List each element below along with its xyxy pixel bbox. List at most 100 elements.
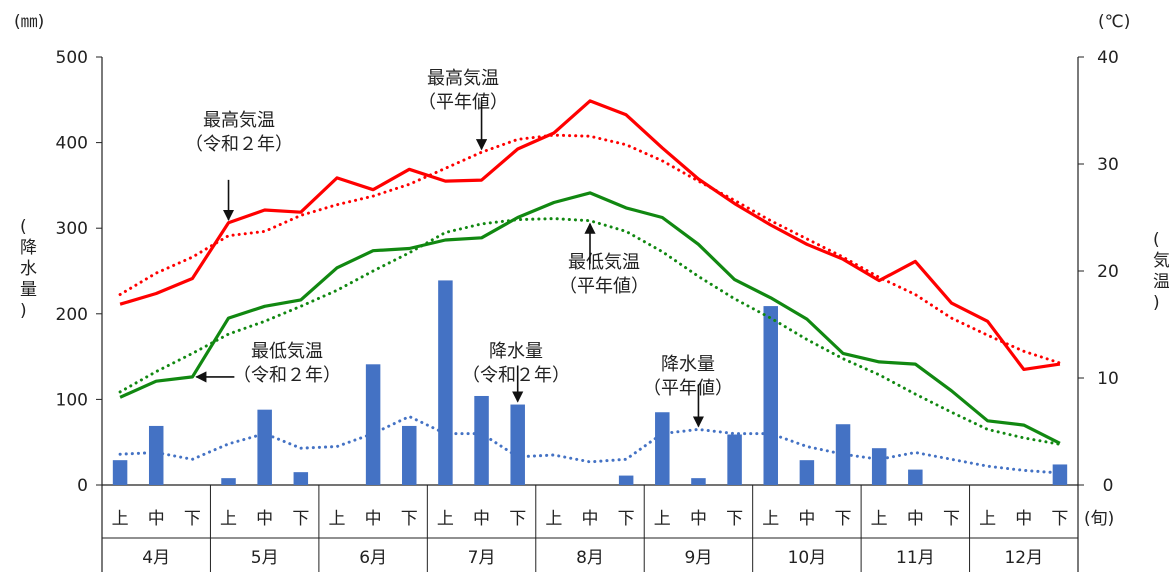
month-label: 11月 [896,548,935,568]
annotation-text: （令和２年） [462,365,570,386]
precip-bar [474,395,489,485]
dekad-label: 中 [256,509,273,529]
precip-bar [655,412,670,485]
axis-title-char: 気 [1153,251,1169,271]
left-tick-label: 400 [56,134,88,154]
dekad-label: 上 [545,509,562,529]
left-tick-label: 100 [56,390,88,410]
precip-bar [908,469,923,485]
axis-title-char: ) [1153,293,1160,313]
dekad-label: 上 [437,509,454,529]
annotation-text: （令和２年） [233,365,341,386]
left-axis-title: (降水量) [20,217,37,321]
dekad-label: 上 [654,509,671,529]
right-tick-label: 0 [1103,476,1114,496]
axis-title-char: 温 [1153,272,1169,292]
left-axis-ticks: 0 100 200 300 400 500 [56,48,102,496]
dekad-label: 下 [292,509,309,529]
month-label: 9月 [685,548,713,568]
left-tick-label: 200 [56,305,88,325]
right-tick-label: 30 [1097,155,1119,175]
dekad-label: 下 [184,509,201,529]
precip-bar [112,460,128,485]
precip-bar [727,434,742,485]
dekad-label: 中 [907,509,924,529]
category-axis: 上中下上中下上中下上中下上中下上中下上中下上中下上中下4月 5月 6月 7月 8月 9月 1… [112,485,1068,572]
right-tick-label: 20 [1097,262,1119,282]
precip-bar [1052,464,1068,485]
dekad-label: 上 [762,509,779,529]
precip-bar [221,478,236,485]
month-label: 7月 [468,548,496,568]
precip-bar [365,364,381,485]
dekad-label: 中 [690,509,707,529]
actual-series-line [119,99,1061,371]
dekad-label: 中 [365,509,382,529]
annotation: 最低気温 （令和２年） [195,341,341,386]
annotation: 降水量 （令和２年） [462,341,570,403]
dekad-label: 中 [798,509,815,529]
dekad-label: 下 [943,509,960,529]
axis-title-char: 量 [20,280,37,300]
right-tick-label: 40 [1097,48,1119,68]
dekad-label: 中 [582,509,599,529]
precip-bar [293,472,309,485]
right-axis-title: (気温) [1153,230,1169,313]
annotation-text: 最低気温 [251,341,323,362]
normal-series-line [118,415,1062,475]
left-axis-unit: (㎜) [14,12,44,32]
axis-title-char: ( [20,217,27,237]
precip-bar [691,478,706,485]
annotation-text: （平年値） [643,378,733,399]
annotation: 最高気温 （令和２年） [185,110,293,221]
left-tick-label: 500 [56,48,88,68]
dekad-label: 中 [1015,509,1032,529]
actual-series-line [119,191,1061,445]
axis-title-char: 水 [20,259,37,279]
dekad-label: 下 [509,509,526,529]
precip-bar [835,424,851,485]
precip-bar [618,475,634,485]
precip-bar [510,404,525,485]
precip-bar [402,425,417,485]
annotation-text: 最低気温 [568,252,640,273]
dekad-label: 下 [618,509,635,529]
left-tick-label: 0 [77,476,88,496]
precip-bar [257,409,272,485]
annotation-text: 降水量 [661,354,715,375]
dekad-label: 上 [871,509,888,529]
annotation: 最低気温 （平年値） [559,222,649,297]
annotation-text: （平年値） [559,276,649,297]
month-label: 12月 [1004,548,1043,568]
annotation: 最高気温 （平年値） [418,68,508,151]
dekad-label: 上 [112,509,129,529]
dekad-label: 中 [148,509,165,529]
annotation-text: 降水量 [489,341,543,362]
dekad-label: 上 [220,509,237,529]
x-axis-unit: (旬) [1084,509,1114,529]
dekad-label: 上 [979,509,996,529]
dekad-label: 下 [1051,509,1068,529]
dekad-label: 中 [473,509,490,529]
dekad-label: 下 [726,509,743,529]
month-label: 10月 [788,548,827,568]
annotation: 降水量 （平年値） [643,354,733,428]
precip-bar [799,460,815,485]
month-label: 4月 [142,548,170,568]
precip-bar [763,306,778,485]
right-axis-ticks: 0 10 20 30 40 [1078,48,1119,496]
annotation-text: 最高気温 [427,68,499,89]
right-axis-unit: (℃) [1098,12,1130,32]
precip-bars [112,280,1068,485]
annotation-text: （平年値） [418,92,508,113]
dekad-label: 下 [835,509,852,529]
axis-title-char: 降 [20,238,37,258]
month-label: 5月 [251,548,279,568]
axis-title-char: ) [20,301,27,321]
annotation-text: 最高気温 [203,110,275,131]
annotation-text: （令和２年） [185,134,293,155]
dekad-label: 上 [328,509,345,529]
normal-series-line [118,217,1062,446]
precip-bar [148,425,164,485]
